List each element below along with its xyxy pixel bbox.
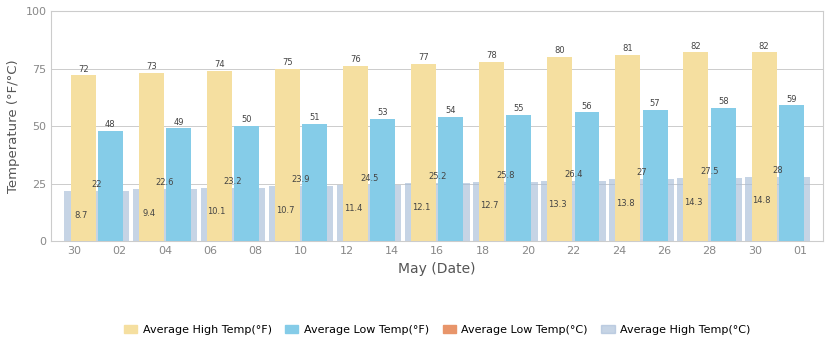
Bar — [98, 131, 123, 241]
Bar — [76, 222, 85, 241]
Bar — [133, 189, 198, 241]
Text: 72: 72 — [78, 65, 89, 73]
Bar — [609, 179, 674, 241]
Text: 26.4: 26.4 — [564, 170, 583, 179]
Bar — [280, 217, 290, 241]
Bar — [207, 71, 232, 241]
Text: 14.3: 14.3 — [684, 198, 703, 207]
Bar — [411, 64, 436, 241]
Bar — [642, 110, 667, 241]
Bar — [201, 188, 266, 241]
Text: 82: 82 — [691, 42, 701, 51]
Text: 75: 75 — [282, 58, 293, 67]
Text: 74: 74 — [214, 60, 225, 69]
Text: 23.2: 23.2 — [224, 177, 242, 186]
Text: 73: 73 — [146, 62, 157, 71]
Y-axis label: Temperature (°F/°C): Temperature (°F/°C) — [7, 59, 20, 193]
Text: 10.7: 10.7 — [276, 206, 294, 215]
Bar — [484, 212, 494, 241]
Text: 51: 51 — [310, 113, 320, 122]
Bar — [405, 183, 470, 241]
Bar — [547, 57, 572, 241]
Text: 54: 54 — [446, 106, 456, 115]
Bar — [710, 108, 735, 241]
Bar — [269, 186, 334, 241]
Text: 9.4: 9.4 — [142, 209, 155, 218]
Bar — [479, 62, 504, 241]
Text: 12.1: 12.1 — [412, 203, 430, 212]
Bar — [337, 185, 402, 241]
Bar — [438, 117, 463, 241]
Bar — [234, 126, 259, 241]
Text: 80: 80 — [554, 46, 565, 55]
Text: 53: 53 — [378, 109, 388, 117]
Text: 14.8: 14.8 — [752, 197, 771, 206]
Text: 12.7: 12.7 — [480, 201, 498, 210]
Text: 57: 57 — [650, 99, 661, 108]
Bar — [751, 52, 777, 241]
Text: 22.6: 22.6 — [155, 178, 174, 188]
Text: 81: 81 — [622, 44, 633, 53]
Text: 28: 28 — [773, 166, 783, 175]
Text: 58: 58 — [718, 97, 729, 106]
Bar — [677, 178, 742, 241]
Text: 55: 55 — [514, 104, 525, 113]
Bar — [348, 215, 358, 241]
Bar — [166, 129, 191, 241]
Text: 8.7: 8.7 — [74, 211, 87, 219]
Text: 10.1: 10.1 — [208, 207, 226, 216]
Bar — [71, 75, 95, 241]
Text: 27.5: 27.5 — [701, 167, 719, 176]
Text: 82: 82 — [759, 42, 769, 51]
Text: 59: 59 — [786, 94, 797, 104]
Text: 11.4: 11.4 — [344, 204, 362, 213]
Bar — [688, 209, 698, 241]
Bar — [779, 105, 803, 241]
Bar — [745, 177, 810, 241]
Bar — [212, 218, 222, 241]
Text: 25.8: 25.8 — [496, 171, 515, 180]
Bar — [139, 73, 164, 241]
Text: 23.9: 23.9 — [292, 176, 310, 185]
Text: 50: 50 — [242, 115, 251, 124]
Bar — [506, 115, 531, 241]
Bar — [343, 66, 368, 241]
Bar — [756, 207, 766, 241]
Bar — [615, 55, 641, 241]
Bar — [416, 214, 426, 241]
Text: 24.5: 24.5 — [360, 174, 378, 183]
Text: 25.2: 25.2 — [428, 172, 447, 181]
Text: 13.8: 13.8 — [616, 199, 635, 208]
Bar — [65, 191, 129, 241]
Text: 27: 27 — [636, 168, 647, 177]
Bar — [683, 52, 709, 241]
Bar — [620, 210, 630, 241]
Text: 77: 77 — [418, 53, 429, 62]
Text: 76: 76 — [350, 55, 361, 64]
Text: 48: 48 — [105, 120, 115, 129]
Bar — [370, 119, 395, 241]
Bar — [144, 220, 154, 241]
Text: 56: 56 — [582, 101, 593, 110]
Text: 49: 49 — [173, 118, 183, 127]
Text: 13.3: 13.3 — [548, 200, 567, 209]
Text: 78: 78 — [486, 51, 497, 60]
Legend: Average High Temp(°F), Average Low Temp(°F), Average Low Temp(°C), Average High : Average High Temp(°F), Average Low Temp(… — [120, 321, 755, 340]
Bar — [473, 182, 538, 241]
Bar — [574, 112, 599, 241]
Text: 22: 22 — [91, 180, 102, 189]
Bar — [552, 211, 562, 241]
Bar — [275, 68, 300, 241]
Bar — [541, 181, 606, 241]
X-axis label: May (Date): May (Date) — [398, 262, 476, 276]
Bar — [302, 124, 327, 241]
